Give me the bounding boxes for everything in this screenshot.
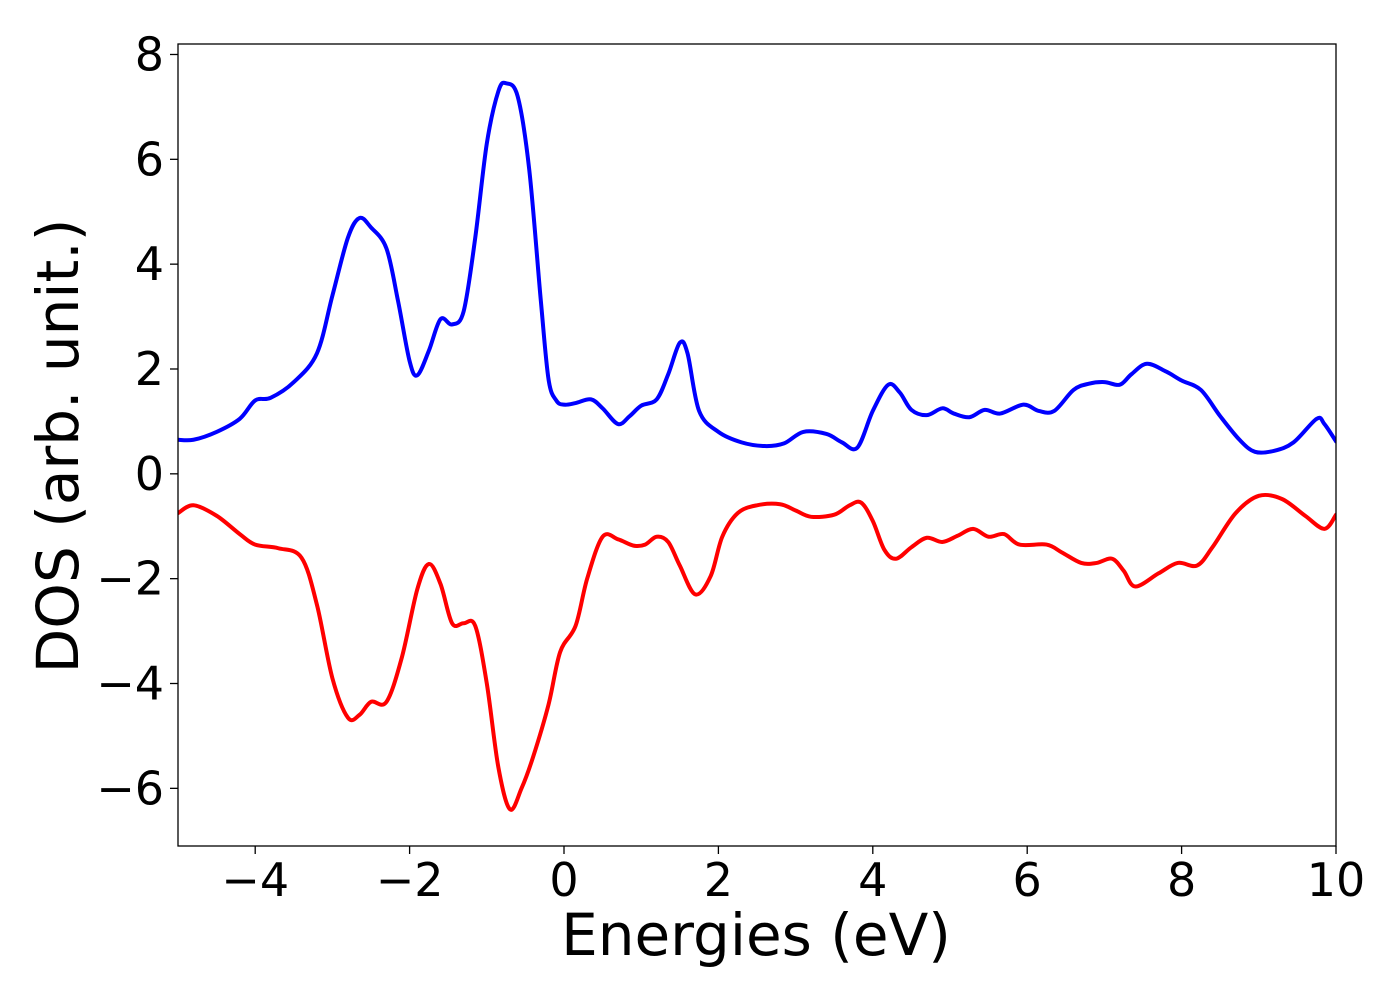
y-tick-label: 6 [135, 132, 164, 186]
x-tick-label: 6 [1013, 853, 1042, 907]
x-tick-label: 4 [858, 853, 887, 907]
plot-frame [177, 43, 1337, 847]
y-axis-title: DOS (arb. unit.) [24, 219, 92, 674]
y-tick-label: 8 [135, 27, 164, 81]
y-tick-label: −4 [96, 657, 164, 711]
y-tick-label: 0 [135, 447, 164, 501]
x-tick-label: 8 [1167, 853, 1196, 907]
series-line-down [178, 492, 1336, 812]
x-tick-label: 2 [704, 853, 733, 907]
series-line-up [178, 80, 1336, 455]
y-tick-label: 2 [135, 342, 164, 396]
y-tick-label: −6 [96, 761, 164, 815]
y-tick-label: −2 [96, 552, 164, 606]
x-axis-ticks: −4 −2 0 2 4 6 8 10 [221, 846, 1365, 907]
y-axis-ticks: −6 −4 −2 0 2 4 6 8 [96, 27, 178, 815]
x-tick-label: 0 [549, 853, 578, 907]
series-layer [178, 80, 1336, 812]
x-axis-title: Energies (eV) [561, 901, 951, 969]
x-tick-label: −4 [221, 853, 289, 907]
y-tick-label: 4 [135, 237, 164, 291]
x-tick-label: −2 [376, 853, 444, 907]
x-tick-label: 10 [1307, 853, 1366, 907]
